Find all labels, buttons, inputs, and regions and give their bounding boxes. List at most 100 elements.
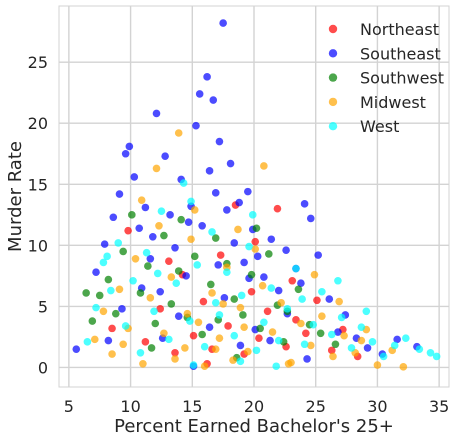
data-point-west: [368, 338, 377, 346]
data-point-southwest: [211, 234, 220, 242]
data-point-midwest: [277, 298, 285, 307]
legend-marker: [328, 24, 338, 34]
data-point-southeast: [244, 187, 252, 196]
data-point-southeast: [192, 121, 200, 130]
data-point-west: [172, 279, 181, 288]
data-point-midwest: [335, 297, 343, 306]
data-point-west: [208, 228, 216, 236]
data-point-west: [230, 331, 239, 340]
data-point-west: [415, 345, 424, 353]
data-point-southeast: [266, 336, 274, 345]
data-point-midwest: [194, 318, 203, 327]
data-point-west: [189, 361, 198, 369]
data-point-west: [260, 318, 268, 327]
data-point-southeast: [161, 152, 169, 161]
plot-frame: [58, 5, 450, 388]
data-point-southwest: [95, 291, 104, 300]
data-point-west: [237, 291, 246, 300]
data-point-southwest: [82, 289, 90, 297]
data-point-southwest: [247, 270, 256, 279]
data-point-southeast: [195, 90, 204, 98]
data-point-southeast: [220, 294, 229, 302]
data-point-northeast: [313, 296, 321, 305]
data-point-northeast: [263, 307, 272, 316]
data-point-southeast: [240, 258, 248, 267]
data-point-southeast: [174, 312, 183, 320]
data-point-southeast: [393, 335, 401, 344]
data-point-northeast: [327, 346, 336, 355]
data-point-midwest: [219, 300, 227, 308]
data-point-southwest: [294, 285, 303, 294]
data-point-west: [187, 197, 195, 206]
data-point-west: [248, 211, 257, 219]
data-point-midwest: [236, 303, 245, 312]
data-point-west: [252, 346, 261, 355]
legend-label: Southeast: [360, 44, 441, 63]
data-point-southeast: [314, 251, 322, 259]
data-point-northeast: [224, 322, 232, 330]
data-point-northeast: [216, 251, 225, 259]
data-point-midwest: [310, 270, 319, 279]
data-point-midwest: [215, 334, 224, 342]
data-point-southwest: [119, 247, 127, 256]
data-point-southeast: [209, 96, 218, 104]
legend-marker: [328, 73, 338, 82]
data-point-midwest: [208, 289, 216, 297]
data-point-southeast: [325, 295, 334, 303]
data-point-west: [347, 344, 356, 352]
data-point-west: [211, 298, 220, 307]
data-point-west: [300, 340, 309, 349]
data-point-southeast: [135, 224, 144, 233]
legend-marker: [328, 97, 338, 107]
data-point-southeast: [219, 19, 227, 27]
data-point-southeast: [146, 254, 155, 263]
data-point-southwest: [144, 262, 152, 270]
data-point-southwest: [174, 267, 183, 275]
data-point-midwest: [258, 281, 267, 290]
data-point-southwest: [111, 309, 120, 318]
data-point-west: [298, 295, 306, 303]
data-point-midwest: [268, 328, 277, 336]
data-point-southeast: [226, 159, 235, 168]
data-point-west: [272, 362, 281, 371]
data-point-west: [83, 338, 92, 346]
y-axis-label: Murder Rate: [5, 141, 26, 252]
data-point-southwest: [230, 295, 239, 303]
data-point-southwest: [88, 317, 97, 325]
data-point-southeast: [235, 198, 243, 207]
data-point-northeast: [273, 204, 282, 213]
data-point-southeast: [100, 240, 109, 248]
data-point-northeast: [141, 338, 150, 346]
data-point-midwest: [399, 363, 408, 371]
y-tick-labels: 0 5 10 15 20 25: [28, 53, 48, 377]
legend-label: Midwest: [360, 93, 426, 112]
data-point-southeast: [92, 268, 100, 277]
data-point-southeast: [118, 305, 126, 313]
data-point-west: [107, 286, 115, 295]
data-point-southeast: [182, 272, 190, 280]
data-point-southeast: [303, 355, 311, 363]
data-point-midwest: [155, 222, 163, 230]
data-point-west: [142, 248, 151, 257]
data-point-midwest: [174, 129, 183, 137]
data-point-west: [245, 242, 253, 251]
data-point-southwest: [198, 330, 206, 339]
data-point-southeast: [205, 323, 214, 331]
data-point-southwest: [207, 280, 215, 289]
data-point-west: [200, 342, 209, 351]
data-point-midwest: [119, 340, 127, 349]
data-point-northeast: [247, 287, 256, 296]
data-point-northeast: [124, 226, 132, 235]
y-tick-label: 25: [28, 53, 48, 72]
data-point-west: [223, 268, 231, 277]
data-point-southeast: [297, 279, 305, 288]
data-point-midwest: [152, 164, 161, 173]
x-tick-label: 10: [120, 397, 140, 416]
x-tick-label: 5: [64, 397, 74, 416]
legend-marker: [328, 49, 338, 58]
data-point-west: [327, 330, 336, 339]
data-point-west: [267, 284, 276, 292]
data-point-northeast: [251, 237, 260, 246]
data-point-southeast: [198, 222, 206, 230]
